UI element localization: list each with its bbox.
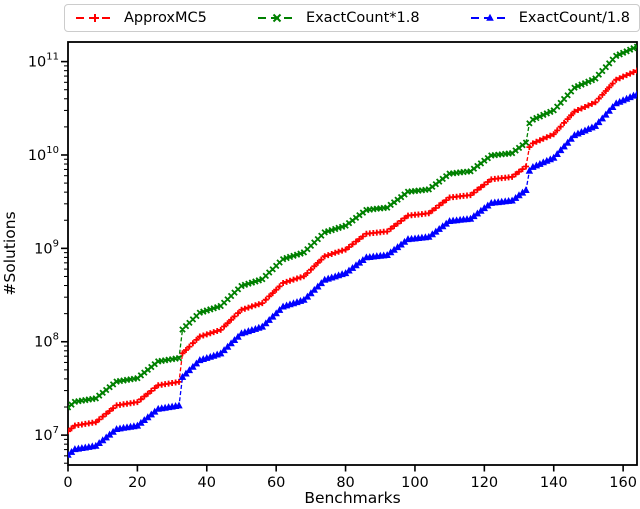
x-tick-label: 20 <box>128 475 146 491</box>
series-markers-ApproxMC5 <box>68 67 637 435</box>
x-tick-label: 140 <box>540 475 568 491</box>
axes-spines <box>67 41 638 466</box>
y-tick-label: 108 <box>34 332 59 351</box>
legend-item-exactcount-times-1-8: ExactCount*1.8 <box>256 10 420 26</box>
x-axis-label: Benchmarks <box>304 489 400 507</box>
y-tick-label: 1010 <box>28 145 59 164</box>
y-tick-label: 109 <box>34 238 59 257</box>
green-x-dashed-line-icon <box>256 11 298 25</box>
y-axis-minor-ticks <box>64 65 68 464</box>
x-tick-label: 100 <box>401 475 429 491</box>
x-tick-label: 120 <box>470 475 498 491</box>
x-tick-label: 40 <box>198 475 216 491</box>
legend-item-approxmc5: ApproxMC5 <box>74 10 207 26</box>
legend-label-approxmc5: ApproxMC5 <box>124 10 207 26</box>
y-axis-label: #Solutions <box>1 211 19 295</box>
series-markers-ExactCount*1.8 <box>68 43 637 411</box>
blue-triangle-dashed-line-icon <box>469 11 511 25</box>
legend-label-exactcount-div-1-8: ExactCount/1.8 <box>518 10 630 26</box>
x-tick-label: 80 <box>336 475 354 491</box>
legend-label-exactcount-times-1-8: ExactCount*1.8 <box>305 10 420 26</box>
legend: ApproxMC5 ExactCount*1.8 ExactCount/1.8 <box>64 4 640 32</box>
series-line-ApproxMC5 <box>68 70 637 432</box>
y-axis-ticks: 107 108 109 1010 1011 <box>28 52 68 444</box>
x-axis-ticks: 0 20 40 60 80 100 120 140 160 <box>63 465 637 491</box>
series-line-ExactCount/1.8 <box>68 93 637 456</box>
series-markers-ExactCount/1.8 <box>68 90 637 458</box>
x-tick-label: 60 <box>267 475 285 491</box>
x-tick-label: 160 <box>609 475 637 491</box>
y-tick-label: 1011 <box>28 52 59 71</box>
series-line-ExactCount*1.8 <box>68 46 637 408</box>
x-tick-label: 0 <box>63 475 72 491</box>
series-group <box>68 43 637 458</box>
y-tick-label: 107 <box>34 425 59 444</box>
legend-item-exactcount-div-1-8: ExactCount/1.8 <box>469 10 630 26</box>
red-plus-dashed-line-icon <box>74 11 116 25</box>
